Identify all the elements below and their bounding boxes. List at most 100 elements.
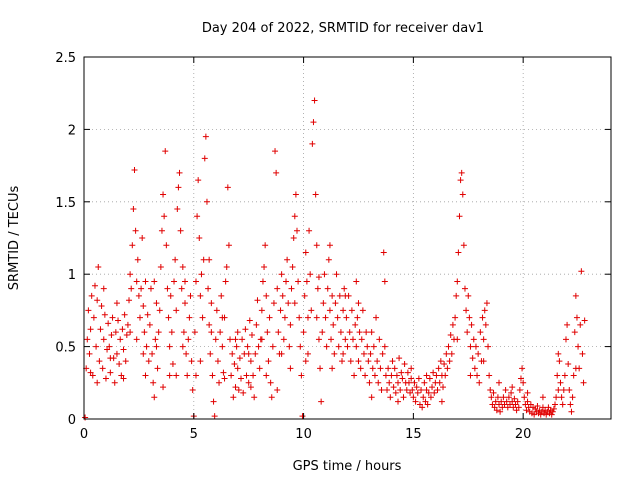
data-point — [329, 365, 336, 372]
data-point — [543, 411, 550, 418]
data-point — [272, 148, 279, 155]
data-point — [517, 375, 524, 382]
data-point — [194, 213, 201, 220]
data-point — [252, 350, 259, 357]
data-point — [152, 336, 159, 343]
data-point — [208, 329, 215, 336]
data-point — [198, 271, 205, 278]
data-point — [162, 148, 169, 155]
data-point — [219, 314, 226, 321]
data-point — [211, 413, 218, 420]
data-point — [569, 394, 576, 401]
data-point — [488, 394, 495, 401]
data-point — [277, 307, 284, 314]
data-point — [297, 343, 304, 350]
data-point — [487, 387, 494, 394]
data-point — [136, 314, 143, 321]
data-point — [354, 314, 361, 321]
data-point — [386, 379, 393, 386]
data-point — [102, 375, 109, 382]
data-point — [400, 394, 407, 401]
data-point — [413, 384, 420, 391]
x-tick-label: 5 — [190, 427, 198, 442]
data-point — [387, 394, 394, 401]
data-point — [323, 343, 330, 350]
data-point — [324, 285, 331, 292]
data-point — [141, 329, 148, 336]
data-point — [151, 394, 158, 401]
data-point — [320, 300, 327, 307]
data-point — [105, 320, 112, 327]
data-point — [292, 191, 299, 198]
data-point — [287, 365, 294, 372]
data-point — [359, 307, 366, 314]
data-point — [153, 300, 160, 307]
data-point — [160, 384, 167, 391]
data-point — [441, 360, 448, 367]
data-point — [250, 372, 257, 379]
data-point — [343, 314, 350, 321]
data-point — [353, 278, 360, 285]
grid-lines — [84, 57, 611, 419]
data-point — [465, 292, 472, 299]
data-point — [483, 300, 490, 307]
data-point — [179, 343, 186, 350]
data-point — [173, 307, 180, 314]
data-point — [199, 314, 206, 321]
data-point — [208, 300, 215, 307]
data-point — [509, 384, 516, 391]
data-point — [390, 384, 397, 391]
data-point — [476, 379, 483, 386]
data-point — [360, 350, 367, 357]
data-point — [138, 285, 145, 292]
data-point — [149, 350, 156, 357]
data-point — [96, 358, 103, 365]
data-point — [415, 375, 422, 382]
data-point — [555, 350, 562, 357]
x-tick-label: 15 — [405, 427, 422, 442]
data-point — [234, 365, 241, 372]
data-point — [218, 292, 225, 299]
data-point — [317, 365, 324, 372]
data-point — [266, 314, 273, 321]
data-point — [469, 355, 476, 362]
data-point — [168, 329, 175, 336]
data-point — [308, 307, 315, 314]
data-point — [378, 387, 385, 394]
data-point — [256, 365, 263, 372]
data-point — [94, 297, 101, 304]
data-point — [216, 379, 223, 386]
x-axis-label: GPS time / hours — [293, 459, 402, 474]
data-point — [129, 242, 136, 249]
data-point — [306, 227, 313, 234]
data-point — [351, 372, 358, 379]
data-point — [329, 292, 336, 299]
data-point — [318, 398, 325, 405]
data-point — [235, 387, 242, 394]
data-point — [203, 198, 210, 205]
data-point — [302, 358, 309, 365]
data-point — [556, 358, 563, 365]
data-point — [242, 326, 249, 333]
data-point — [246, 317, 253, 324]
data-point — [340, 307, 347, 314]
data-point — [301, 292, 308, 299]
data-point — [423, 372, 430, 379]
x-tick-label: 10 — [295, 427, 312, 442]
data-point — [217, 329, 224, 336]
data-point — [121, 311, 128, 318]
data-point — [97, 326, 104, 333]
data-point — [514, 398, 521, 405]
data-point — [330, 321, 337, 328]
data-point — [472, 343, 479, 350]
data-point — [496, 379, 503, 386]
data-point — [88, 292, 95, 299]
data-point — [90, 314, 97, 321]
data-point — [222, 278, 229, 285]
data-point — [95, 263, 102, 270]
data-point — [368, 329, 375, 336]
data-point — [374, 358, 381, 365]
data-point — [470, 336, 477, 343]
data-point — [213, 307, 220, 314]
